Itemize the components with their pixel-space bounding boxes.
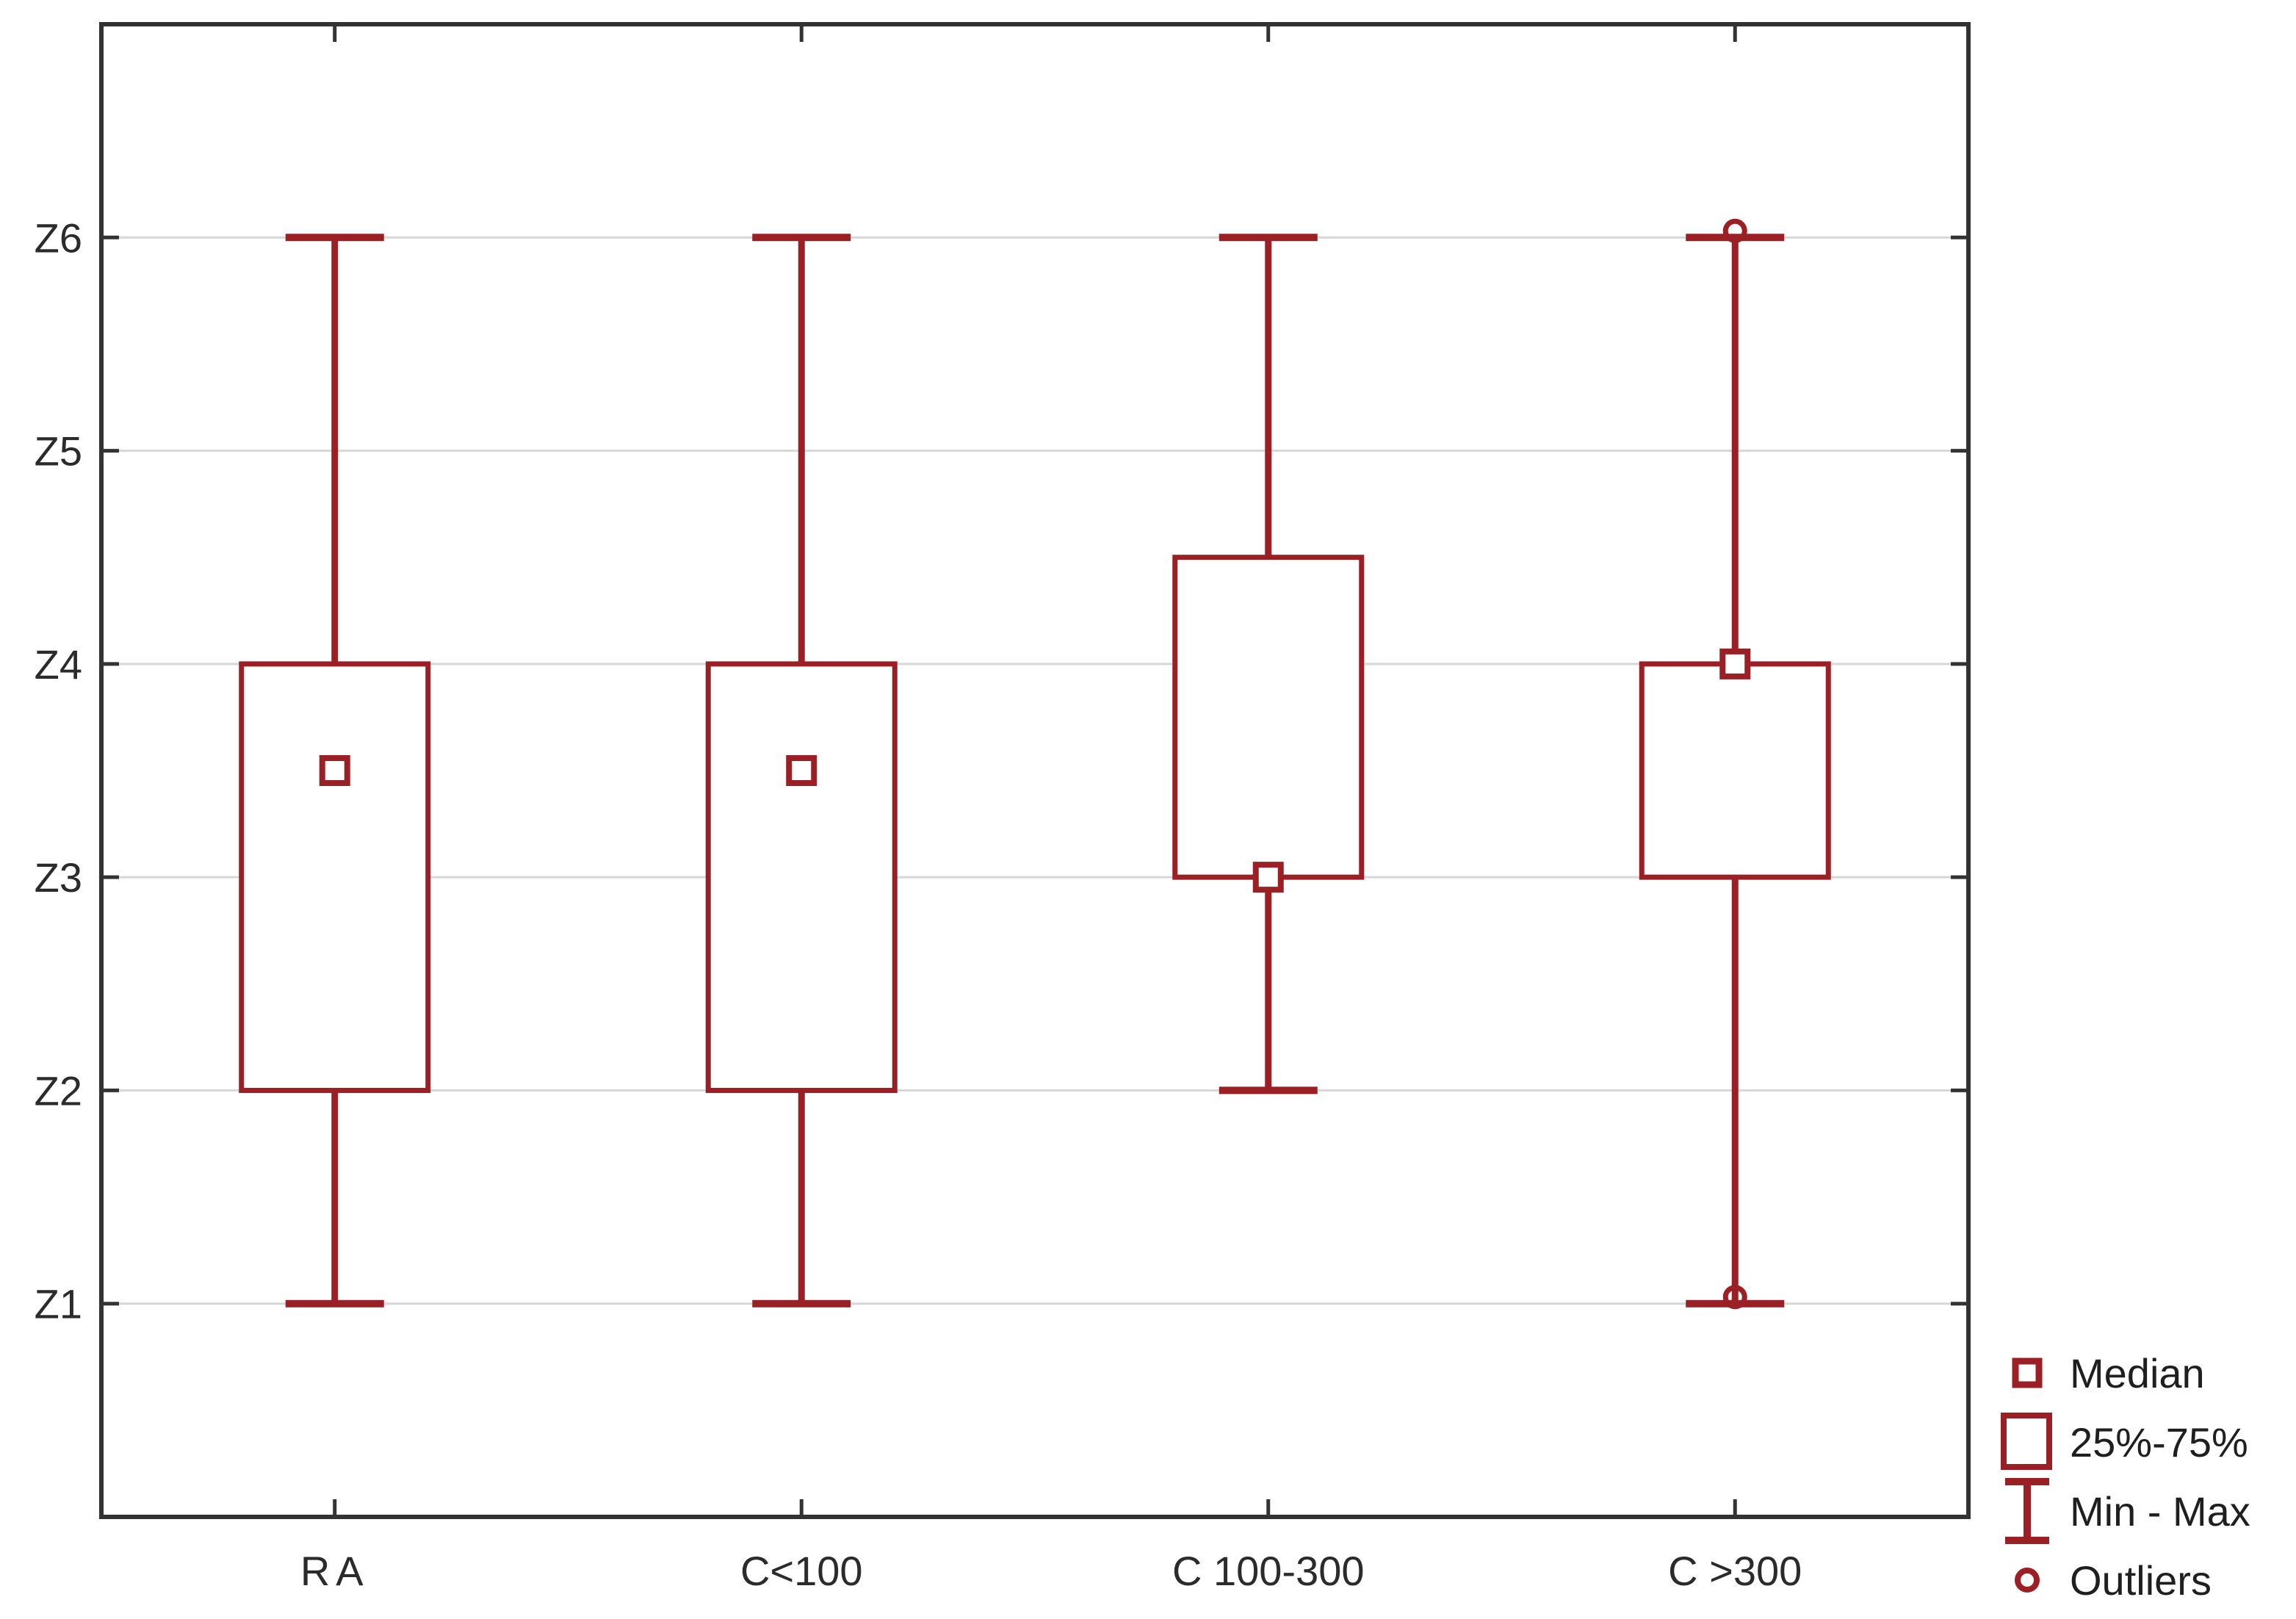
- x-axis-label-2: C 100-300: [1172, 1548, 1365, 1594]
- legend-item-minmax: Min - Max: [1992, 1476, 2250, 1546]
- legend-item-outliers: Outliers: [1992, 1546, 2250, 1615]
- legend-label-minmax: Min - Max: [2070, 1488, 2250, 1535]
- iqr-box-2: [1172, 555, 1365, 880]
- x-axis-label-3: C >300: [1668, 1548, 1802, 1594]
- y-axis-label-Z6: Z6: [35, 214, 82, 261]
- median-marker-2: [1252, 862, 1284, 893]
- chart-legend: Median 25%-75% Min - Max: [1992, 1338, 2250, 1615]
- iqr-box-3: [1639, 661, 1831, 880]
- y-axis-label-Z5: Z5: [35, 428, 82, 475]
- median-marker-1: [786, 755, 817, 786]
- outlier-marker-3-0: [1722, 218, 1747, 243]
- y-axis-label-Z2: Z2: [35, 1067, 82, 1114]
- legend-item-iqr: 25%-75%: [1992, 1407, 2250, 1476]
- outlier-marker-3-1: [1722, 1285, 1747, 1310]
- iqr-box-icon: [1992, 1411, 2062, 1473]
- min-max-whisker-icon: [1992, 1476, 2062, 1546]
- legend-label-median: Median: [2070, 1349, 2205, 1396]
- iqr-box-0: [239, 661, 431, 1093]
- legend-label-iqr: 25%-75%: [2070, 1418, 2248, 1465]
- outlier-circle-icon: [1992, 1564, 2062, 1596]
- median-marker-3: [1719, 648, 1751, 679]
- median-square-icon: [1992, 1357, 2062, 1389]
- legend-item-median: Median: [1992, 1338, 2250, 1407]
- y-axis-label-Z1: Z1: [35, 1281, 82, 1327]
- y-axis-label-Z3: Z3: [35, 854, 82, 901]
- x-axis-label-0: RA: [300, 1548, 369, 1594]
- x-axis-label-1: C<100: [740, 1548, 863, 1594]
- legend-label-outliers: Outliers: [2070, 1557, 2212, 1604]
- y-axis-label-Z4: Z4: [35, 641, 82, 688]
- plot-frame: [99, 22, 1971, 1519]
- median-marker-0: [319, 755, 350, 786]
- iqr-box-1: [705, 661, 898, 1093]
